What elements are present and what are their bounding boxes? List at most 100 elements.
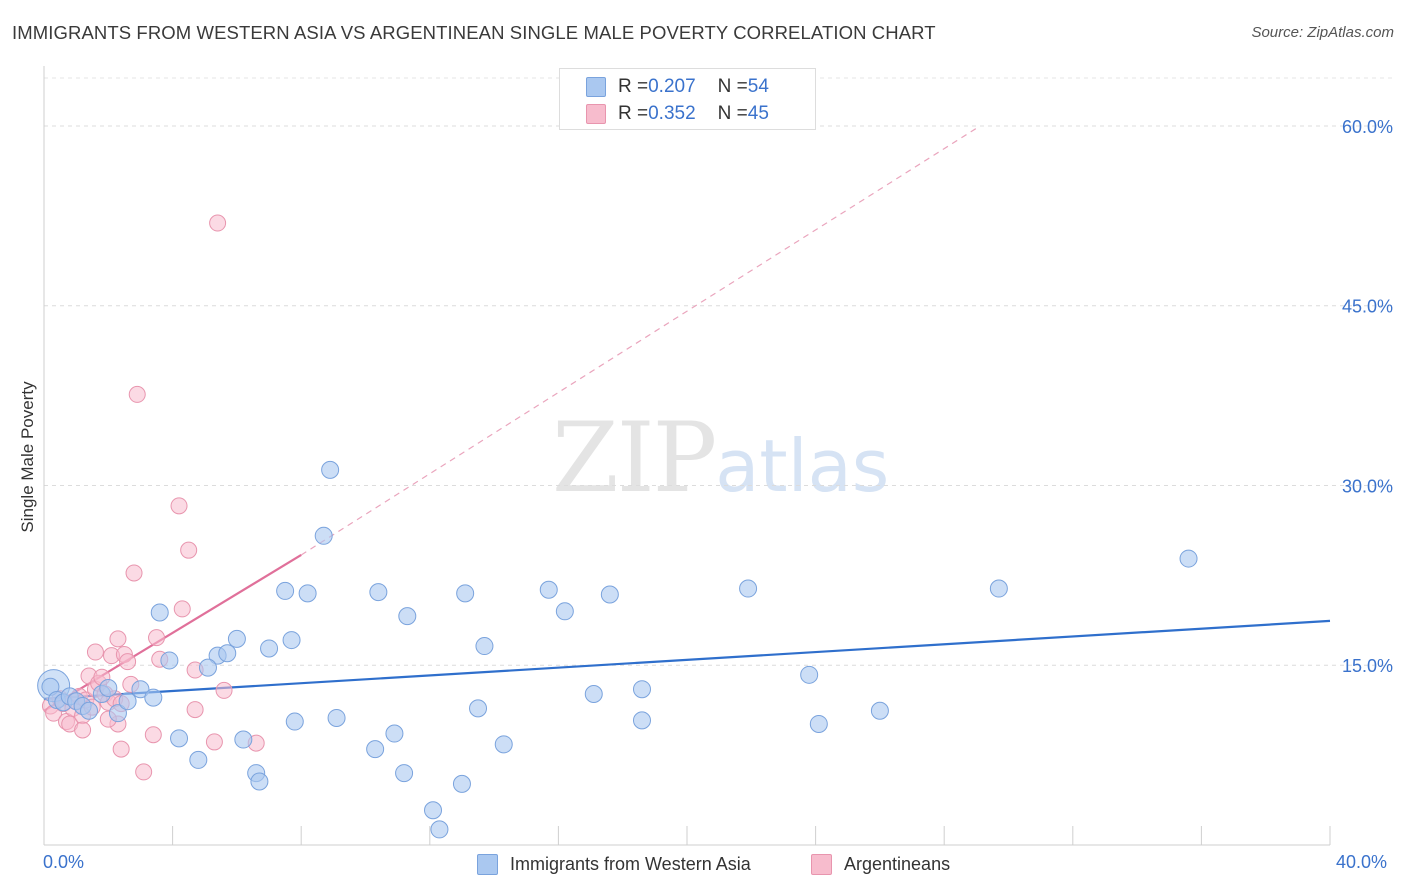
- watermark-zip: ZIP: [552, 402, 717, 514]
- data-point-western-asia: [632, 711, 651, 730]
- legend-row-western-asia: R = 0.207 N = 54: [586, 75, 769, 99]
- trend-line-argentineans-extension: [300, 127, 977, 556]
- data-point-western-asia: [314, 526, 333, 545]
- data-point-western-asia: [452, 774, 471, 793]
- y-tick-label: 45.0%: [1342, 297, 1393, 317]
- legend-n-label: N =: [717, 103, 748, 124]
- data-point-western-asia: [475, 637, 494, 656]
- data-point-western-asia: [1179, 549, 1198, 568]
- data-point-western-asia: [80, 701, 99, 720]
- axes: [43, 66, 1331, 846]
- data-point-western-asia: [276, 581, 295, 600]
- data-point-western-asia: [600, 585, 619, 604]
- data-point-argentineans: [186, 701, 204, 719]
- data-point-western-asia: [189, 750, 208, 769]
- watermark-atlas: atlas: [715, 424, 890, 508]
- legend-r-value: 0.352: [648, 103, 696, 124]
- bottom-legend-swatch-pink: [811, 853, 832, 875]
- bottom-legend-label-blue: Immigrants from Western Asia: [510, 853, 751, 874]
- data-point-western-asia: [539, 580, 558, 599]
- data-point-western-asia: [366, 740, 385, 759]
- data-point-argentineans: [86, 643, 104, 661]
- data-point-western-asia: [282, 631, 301, 650]
- legend-r-label: R =: [618, 103, 649, 124]
- data-point-western-asia: [321, 460, 340, 479]
- data-point-western-asia: [809, 714, 828, 733]
- data-point-western-asia: [298, 584, 317, 603]
- western-asia-points: [37, 460, 1198, 839]
- data-point-western-asia: [870, 701, 889, 720]
- data-point-western-asia: [456, 584, 475, 603]
- data-point-western-asia: [150, 603, 169, 622]
- bottom-legend-argentineans: Argentineans: [811, 852, 950, 876]
- data-point-western-asia: [494, 735, 513, 754]
- data-point-argentineans: [128, 385, 146, 403]
- data-point-argentineans: [173, 600, 191, 618]
- legend-row-argentineans: R = 0.352 N = 45: [586, 102, 769, 126]
- data-point-argentineans: [209, 214, 227, 232]
- x-tick-label-max: 40.0%: [1336, 852, 1388, 872]
- trend-line-western-asia: [43, 619, 1331, 700]
- data-point-argentineans: [119, 653, 137, 671]
- data-point-argentineans: [170, 497, 188, 515]
- data-point-western-asia: [170, 729, 189, 748]
- legend-n-value: 54: [747, 76, 769, 97]
- trend-lines: [43, 127, 1331, 712]
- data-point-western-asia: [227, 629, 246, 648]
- data-point-western-asia: [398, 607, 417, 626]
- data-point-western-asia: [198, 658, 217, 677]
- data-point-western-asia: [555, 602, 574, 621]
- data-point-western-asia: [327, 708, 346, 727]
- data-point-western-asia: [234, 730, 253, 749]
- data-point-western-asia: [118, 692, 137, 711]
- watermark: ZIPatlas: [552, 402, 889, 514]
- chart-title: IMMIGRANTS FROM WESTERN ASIA VS ARGENTIN…: [12, 22, 936, 43]
- data-point-argentineans: [144, 726, 162, 744]
- data-point-argentineans: [205, 733, 223, 751]
- trend-line-argentineans: [43, 554, 302, 712]
- legend-r-label: R =: [618, 76, 649, 97]
- data-point-western-asia: [739, 579, 758, 598]
- y-tick-label: 15.0%: [1342, 656, 1393, 676]
- data-point-argentineans: [148, 629, 166, 647]
- data-point-western-asia: [632, 680, 651, 699]
- data-point-western-asia: [469, 699, 488, 718]
- data-point-western-asia: [144, 688, 163, 707]
- data-point-western-asia: [395, 764, 414, 783]
- grid: [44, 77, 1393, 666]
- data-point-western-asia: [160, 651, 179, 670]
- data-point-argentineans: [180, 541, 198, 559]
- data-point-western-asia: [99, 679, 118, 698]
- legend-swatch-pink: [586, 104, 606, 124]
- data-point-western-asia: [424, 801, 443, 820]
- data-point-western-asia: [285, 712, 304, 731]
- data-point-western-asia: [989, 579, 1008, 598]
- data-point-argentineans: [74, 721, 92, 739]
- x-tick-label-min: 0.0%: [43, 852, 85, 872]
- bottom-legend-label-pink: Argentineans: [844, 853, 951, 874]
- data-point-western-asia: [131, 680, 150, 699]
- data-point-argentineans: [112, 740, 130, 758]
- data-point-argentineans: [125, 564, 143, 582]
- y-tick-labels: 15.0% 30.0% 45.0% 60.0%: [1342, 117, 1393, 676]
- argentineans-points: [41, 214, 265, 781]
- data-point-argentineans: [135, 763, 153, 781]
- data-point-argentineans: [215, 681, 233, 699]
- correlation-legend: R = 0.207 N = 54 R = 0.352 N = 45: [559, 68, 816, 130]
- data-point-western-asia: [800, 665, 819, 684]
- data-point-western-asia: [218, 644, 237, 663]
- source-credit: Source: ZipAtlas.com: [1251, 24, 1394, 41]
- legend-swatch-blue: [586, 77, 606, 97]
- legend-n-label: N =: [717, 76, 748, 97]
- data-point-western-asia: [385, 724, 404, 743]
- data-point-western-asia: [260, 639, 279, 658]
- data-point-western-asia: [430, 820, 449, 839]
- data-point-western-asia: [250, 772, 269, 791]
- legend-n-value: 45: [747, 103, 769, 124]
- legend-r-value: 0.207: [648, 76, 696, 97]
- data-point-western-asia: [369, 583, 388, 602]
- data-point-argentineans: [109, 630, 127, 648]
- bottom-legend-swatch-blue: [477, 853, 498, 875]
- y-tick-label: 60.0%: [1342, 117, 1393, 137]
